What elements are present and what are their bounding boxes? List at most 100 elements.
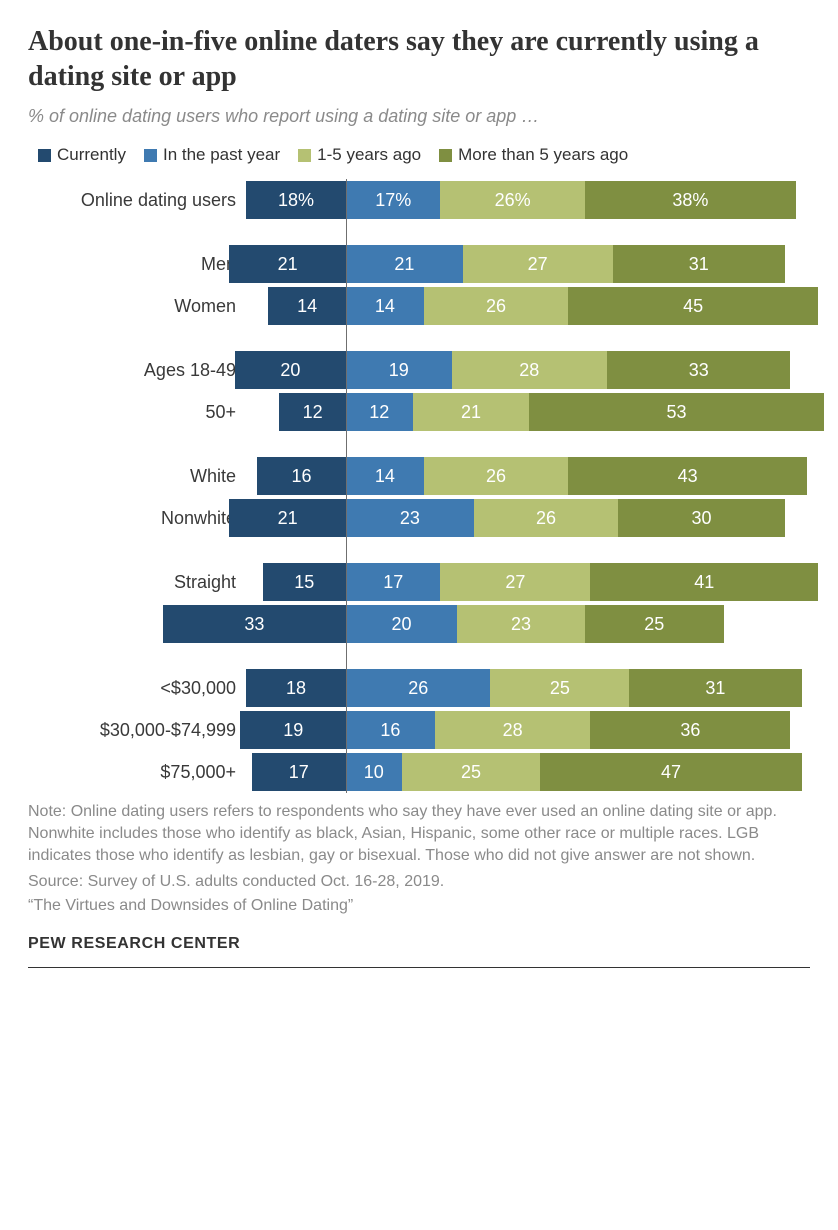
bar-segment: 47 [540,753,801,791]
bar-segment: 27 [440,563,590,601]
group-spacer [28,539,810,561]
bar-segment: 21 [229,245,346,283]
bar-container: 12122153 [246,391,802,433]
stacked-bar: 18%17%26%38% [246,181,796,219]
bar-container: 14142645 [246,285,802,327]
chart-area: Online dating users18%17%26%38%Men212127… [28,179,810,793]
legend-swatch [439,149,452,162]
bar-segment: 43 [568,457,807,495]
bar-segment: 20 [235,351,346,389]
stacked-bar: 19162836 [240,711,790,749]
bar-segment: 26 [424,287,568,325]
bar-segment: 31 [613,245,785,283]
row-label: Women [28,296,246,317]
legend-label: Currently [57,145,126,165]
legend-label: More than 5 years ago [458,145,628,165]
chart-row: LGB33202325 [28,603,810,645]
bar-container: 16142643 [246,455,802,497]
bar-container: 20192833 [246,349,802,391]
stacked-bar: 14142645 [268,287,818,325]
group-spacer [28,433,810,455]
row-label: 50+ [28,402,246,423]
bar-segment: 41 [590,563,818,601]
chart-source: Source: Survey of U.S. adults conducted … [28,871,810,893]
legend-label: In the past year [163,145,280,165]
chart-row: Straight15172741 [28,561,810,603]
bar-segment: 14 [346,287,424,325]
row-label: $75,000+ [28,762,246,783]
bar-segment: 17 [252,753,346,791]
chart-row: Online dating users18%17%26%38% [28,179,810,221]
bar-segment: 18% [246,181,346,219]
chart-row: Men21212731 [28,243,810,285]
legend-swatch [144,149,157,162]
chart-row: White16142643 [28,455,810,497]
bar-container: 19162836 [246,709,802,751]
bar-segment: 27 [463,245,613,283]
bar-segment: 25 [490,669,629,707]
legend-item: More than 5 years ago [439,145,628,165]
bar-segment: 23 [346,499,474,537]
bar-segment: 10 [346,753,402,791]
bar-segment: 19 [346,351,452,389]
bar-segment: 14 [346,457,424,495]
row-label: Nonwhite [28,508,246,529]
bar-segment: 30 [618,499,785,537]
stacked-bar: 20192833 [235,351,791,389]
bar-segment: 45 [568,287,818,325]
bar-segment: 36 [590,711,790,749]
bar-container: 21232630 [246,497,802,539]
bar-segment: 31 [629,669,801,707]
bar-segment: 14 [268,287,346,325]
stacked-bar: 16142643 [257,457,807,495]
chart-title: About one-in-five online daters say they… [28,24,810,94]
bar-segment: 18 [246,669,346,707]
bar-segment: 17 [346,563,440,601]
bar-segment: 38% [585,181,796,219]
bar-segment: 26 [474,499,618,537]
bar-segment: 25 [585,605,724,643]
bar-segment: 25 [402,753,541,791]
bar-segment: 26% [440,181,584,219]
chart-row: Women14142645 [28,285,810,327]
stacked-bar: 18262531 [246,669,802,707]
chart-row: <$30,00018262531 [28,667,810,709]
legend: Currently In the past year 1-5 years ago Mo… [38,145,810,165]
stacked-bar: 12122153 [279,393,823,431]
stacked-bar: 21232630 [229,499,785,537]
bar-segment: 16 [257,457,346,495]
bar-segment: 28 [452,351,608,389]
bar-segment: 26 [346,669,490,707]
stacked-bar: 33202325 [163,605,724,643]
row-label: Men [28,254,246,275]
bar-container: 17102547 [246,751,802,793]
bar-segment: 26 [424,457,568,495]
row-label: <$30,000 [28,678,246,699]
legend-label: 1-5 years ago [317,145,421,165]
bar-segment: 28 [435,711,591,749]
group-spacer [28,221,810,243]
bar-segment: 33 [607,351,790,389]
legend-item: 1-5 years ago [298,145,421,165]
bar-segment: 17% [346,181,440,219]
bar-container: 18262531 [246,667,802,709]
row-label: Straight [28,572,246,593]
bar-segment: 12 [346,393,413,431]
bar-container: 18%17%26%38% [246,179,802,221]
bar-segment: 19 [240,711,346,749]
anchor-line [346,179,347,793]
brand-label: PEW RESEARCH CENTER [28,935,810,953]
chart-row: 50+12122153 [28,391,810,433]
group-spacer [28,645,810,667]
row-label: Online dating users [28,190,246,211]
bar-segment: 33 [163,605,346,643]
chart-row: $30,000-$74,99919162836 [28,709,810,751]
bar-segment: 12 [279,393,346,431]
group-spacer [28,327,810,349]
legend-swatch [298,149,311,162]
chart-row: Ages 18-4920192833 [28,349,810,391]
legend-item: Currently [38,145,126,165]
chart-row: $75,000+17102547 [28,751,810,793]
bar-segment: 21 [413,393,530,431]
chart-subtitle: % of online dating users who report usin… [28,106,810,127]
